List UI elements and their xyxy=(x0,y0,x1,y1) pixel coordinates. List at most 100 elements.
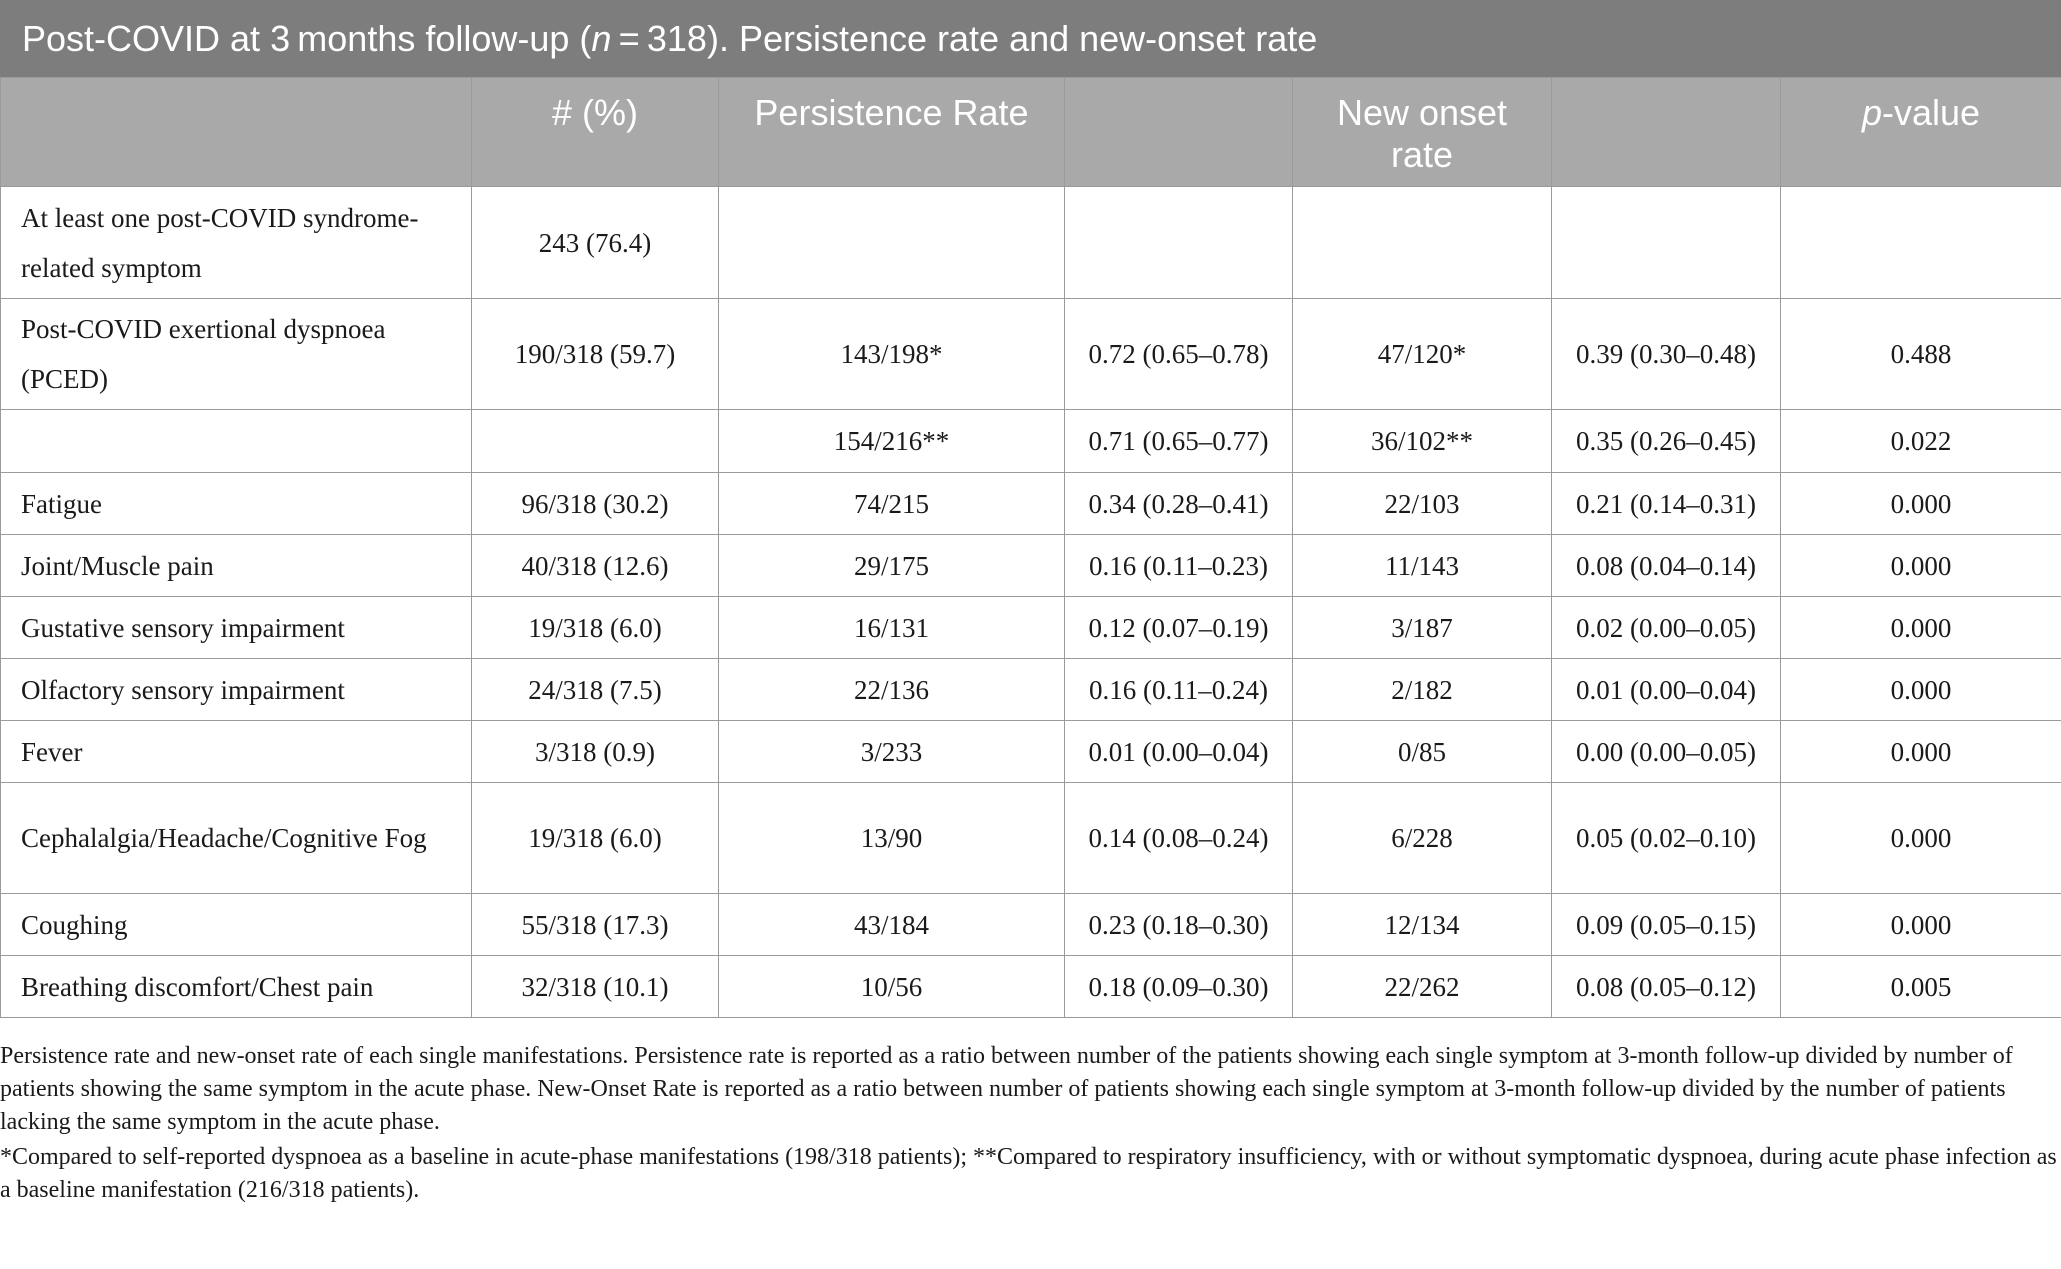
table-row: Post-COVID exertional dyspnoea (PCED) 190… xyxy=(0,298,2061,410)
header-new-onset-ci xyxy=(1551,77,1781,187)
table-row: At least one post-COVID syndrome-related… xyxy=(0,186,2061,299)
cell-symptom: Breathing discomfort/Chest pain xyxy=(0,955,472,1018)
cell-symptom: Coughing xyxy=(0,893,472,956)
cell-count: 190/318 (59.7) xyxy=(471,298,719,410)
cell-persistence: 154/216** xyxy=(718,409,1065,473)
title-suffix: = 318). Persistence rate and new-onset r… xyxy=(611,18,1318,59)
cell-new-onset-ci: 0.01 (0.00–0.04) xyxy=(1551,658,1781,721)
cell-persistence-ci: 0.01 (0.00–0.04) xyxy=(1064,720,1293,783)
header-count: # (%) xyxy=(471,77,719,187)
cell-persistence-ci: 0.16 (0.11–0.24) xyxy=(1064,658,1293,721)
header-p-value: p-value xyxy=(1780,77,2061,187)
cell-persistence: 10/56 xyxy=(718,955,1065,1018)
cell-persistence-ci: 0.72 (0.65–0.78) xyxy=(1064,298,1293,410)
header-p-italic: p xyxy=(1861,92,1882,133)
cell-persistence-ci: 0.23 (0.18–0.30) xyxy=(1064,893,1293,956)
cell-persistence: 16/131 xyxy=(718,596,1065,659)
cell-symptom: Joint/Muscle pain xyxy=(0,534,472,597)
cell-symptom: At least one post-COVID syndrome-related… xyxy=(0,186,472,299)
cell-persistence-ci: 0.12 (0.07–0.19) xyxy=(1064,596,1293,659)
cell-p-value: 0.488 xyxy=(1780,298,2061,410)
header-persistence-rate: Persistence Rate xyxy=(718,77,1065,187)
header-new-onset-rate: New onset rate xyxy=(1292,77,1552,187)
cell-persistence-ci: 0.34 (0.28–0.41) xyxy=(1064,472,1293,535)
header-symptom xyxy=(0,77,472,187)
cell-new-onset-ci: 0.21 (0.14–0.31) xyxy=(1551,472,1781,535)
cell-symptom: Gustative sensory impairment xyxy=(0,596,472,659)
cell-p-value xyxy=(1780,186,2061,299)
table-row: Coughing 55/318 (17.3) 43/184 0.23 (0.18–0.… xyxy=(0,893,2061,956)
cell-new-onset-ci: 0.39 (0.30–0.48) xyxy=(1551,298,1781,410)
header-persistence-ci xyxy=(1064,77,1293,187)
cell-count: 55/318 (17.3) xyxy=(471,893,719,956)
cell-new-onset-ci: 0.08 (0.04–0.14) xyxy=(1551,534,1781,597)
cell-symptom: Post-COVID exertional dyspnoea (PCED) xyxy=(0,298,472,410)
table-footnotes: Persistence rate and new-onset rate of e… xyxy=(0,1040,2061,1207)
cell-symptom xyxy=(0,409,472,473)
header-row: # (%) Persistence Rate New onset rate p-… xyxy=(0,77,2061,187)
cell-p-value: 0.022 xyxy=(1780,409,2061,473)
footnote-definition: Persistence rate and new-onset rate of e… xyxy=(0,1043,2013,1135)
table-title: Post-COVID at 3 months follow-up (n = 31… xyxy=(0,0,2061,77)
cell-p-value: 0.000 xyxy=(1780,534,2061,597)
cell-persistence-ci: 0.18 (0.09–0.30) xyxy=(1064,955,1293,1018)
table-row: Cephalalgia/Headache/Cognitive Fog 19/318… xyxy=(0,782,2061,894)
cell-persistence-ci: 0.71 (0.65–0.77) xyxy=(1064,409,1293,473)
cell-new-onset: 2/182 xyxy=(1292,658,1552,721)
cell-count: 24/318 (7.5) xyxy=(471,658,719,721)
cell-count: 40/318 (12.6) xyxy=(471,534,719,597)
cell-new-onset: 12/134 xyxy=(1292,893,1552,956)
table-row: Joint/Muscle pain 40/318 (12.6) 29/175 0.16… xyxy=(0,534,2061,597)
title-prefix: Post-COVID at 3 months follow-up ( xyxy=(22,18,592,59)
cell-new-onset: 22/103 xyxy=(1292,472,1552,535)
header-p-rest: -value xyxy=(1881,92,1981,133)
cell-new-onset-ci xyxy=(1551,186,1781,299)
cell-new-onset-ci: 0.02 (0.00–0.05) xyxy=(1551,596,1781,659)
cell-new-onset-ci: 0.09 (0.05–0.15) xyxy=(1551,893,1781,956)
table-row: Olfactory sensory impairment 24/318 (7.5)… xyxy=(0,658,2061,721)
cell-count: 19/318 (6.0) xyxy=(471,596,719,659)
cell-symptom: Fatigue xyxy=(0,472,472,535)
cell-persistence: 74/215 xyxy=(718,472,1065,535)
cell-new-onset-ci: 0.05 (0.02–0.10) xyxy=(1551,782,1781,894)
table-row: Fatigue 96/318 (30.2) 74/215 0.34 (0.28–0.4… xyxy=(0,472,2061,535)
cell-new-onset: 6/228 xyxy=(1292,782,1552,894)
cell-new-onset: 36/102** xyxy=(1292,409,1552,473)
cell-new-onset: 3/187 xyxy=(1292,596,1552,659)
cell-persistence: 22/136 xyxy=(718,658,1065,721)
cell-symptom: Olfactory sensory impairment xyxy=(0,658,472,721)
cell-persistence: 29/175 xyxy=(718,534,1065,597)
cell-count: 32/318 (10.1) xyxy=(471,955,719,1018)
results-table: # (%) Persistence Rate New onset rate p-… xyxy=(0,77,2061,1018)
footnote-asterisks: *Compared to self-reported dyspnoea as a… xyxy=(0,1144,2057,1203)
cell-persistence: 43/184 xyxy=(718,893,1065,956)
cell-new-onset xyxy=(1292,186,1552,299)
title-n: n xyxy=(591,18,612,59)
cell-p-value: 0.000 xyxy=(1780,782,2061,894)
table-row: 154/216** 0.71 (0.65–0.77) 36/102** 0.35 (0… xyxy=(0,409,2061,473)
cell-new-onset: 22/262 xyxy=(1292,955,1552,1018)
cell-new-onset-ci: 0.35 (0.26–0.45) xyxy=(1551,409,1781,473)
cell-persistence-ci: 0.14 (0.08–0.24) xyxy=(1064,782,1293,894)
cell-new-onset: 11/143 xyxy=(1292,534,1552,597)
cell-symptom: Cephalalgia/Headache/Cognitive Fog xyxy=(0,782,472,894)
cell-new-onset: 0/85 xyxy=(1292,720,1552,783)
cell-count xyxy=(471,409,719,473)
cell-new-onset: 47/120* xyxy=(1292,298,1552,410)
cell-count: 96/318 (30.2) xyxy=(471,472,719,535)
cell-p-value: 0.000 xyxy=(1780,720,2061,783)
cell-count: 3/318 (0.9) xyxy=(471,720,719,783)
cell-persistence-ci xyxy=(1064,186,1293,299)
table-row: Gustative sensory impairment 19/318 (6.0)… xyxy=(0,596,2061,659)
cell-persistence xyxy=(718,186,1065,299)
cell-p-value: 0.005 xyxy=(1780,955,2061,1018)
cell-p-value: 0.000 xyxy=(1780,472,2061,535)
cell-new-onset-ci: 0.08 (0.05–0.12) xyxy=(1551,955,1781,1018)
table-row: Fever 3/318 (0.9) 3/233 0.01 (0.00–0.04) 0/8… xyxy=(0,720,2061,783)
table-row: Breathing discomfort/Chest pain 32/318 (1… xyxy=(0,955,2061,1018)
cell-new-onset-ci: 0.00 (0.00–0.05) xyxy=(1551,720,1781,783)
cell-symptom: Fever xyxy=(0,720,472,783)
cell-persistence: 3/233 xyxy=(718,720,1065,783)
cell-count: 243 (76.4) xyxy=(471,186,719,299)
cell-persistence: 13/90 xyxy=(718,782,1065,894)
